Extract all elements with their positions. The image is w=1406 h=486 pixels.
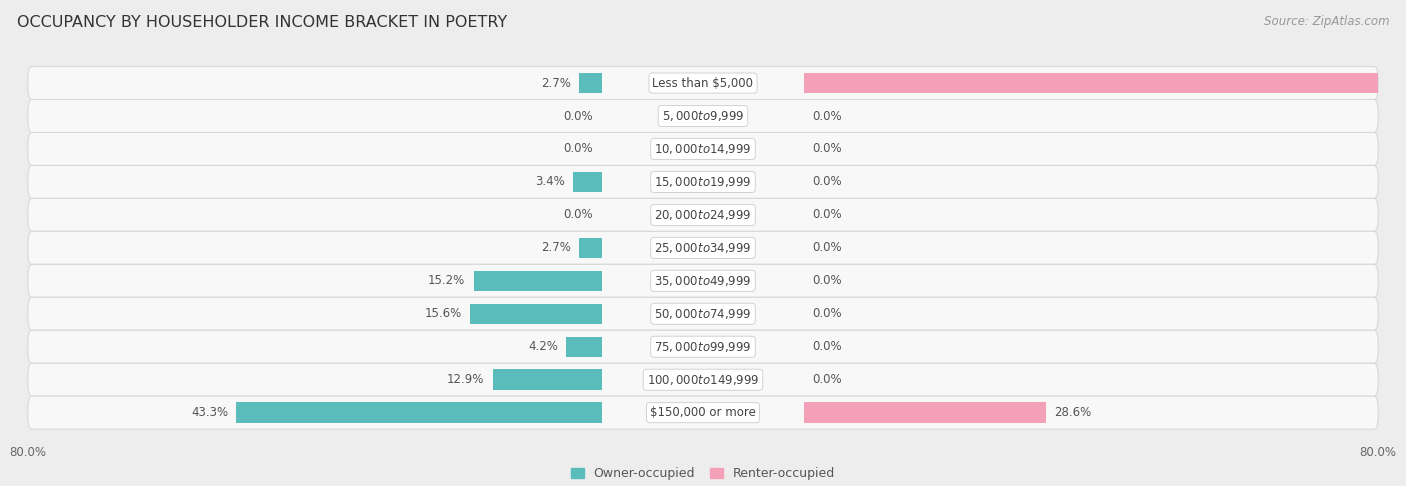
Text: 15.6%: 15.6% — [425, 307, 461, 320]
Bar — [470, 304, 602, 324]
Text: 0.0%: 0.0% — [813, 340, 842, 353]
Legend: Owner-occupied, Renter-occupied: Owner-occupied, Renter-occupied — [571, 468, 835, 481]
Text: 0.0%: 0.0% — [813, 175, 842, 189]
FancyBboxPatch shape — [28, 165, 1378, 198]
Text: 43.3%: 43.3% — [191, 406, 228, 419]
Bar — [474, 271, 602, 291]
Bar — [804, 73, 1406, 93]
Bar — [579, 73, 602, 93]
Bar — [804, 402, 1046, 423]
Text: 0.0%: 0.0% — [564, 142, 593, 156]
FancyBboxPatch shape — [28, 396, 1378, 429]
Text: $75,000 to $99,999: $75,000 to $99,999 — [654, 340, 752, 354]
FancyBboxPatch shape — [28, 297, 1378, 330]
Text: 0.0%: 0.0% — [813, 142, 842, 156]
Text: 12.9%: 12.9% — [447, 373, 485, 386]
Text: 15.2%: 15.2% — [427, 274, 465, 287]
Text: 0.0%: 0.0% — [813, 109, 842, 122]
Bar — [494, 369, 602, 390]
FancyBboxPatch shape — [28, 363, 1378, 396]
Text: Source: ZipAtlas.com: Source: ZipAtlas.com — [1264, 15, 1389, 28]
Text: OCCUPANCY BY HOUSEHOLDER INCOME BRACKET IN POETRY: OCCUPANCY BY HOUSEHOLDER INCOME BRACKET … — [17, 15, 508, 30]
FancyBboxPatch shape — [28, 67, 1378, 100]
Text: 0.0%: 0.0% — [813, 373, 842, 386]
FancyBboxPatch shape — [28, 231, 1378, 264]
Text: $35,000 to $49,999: $35,000 to $49,999 — [654, 274, 752, 288]
Text: 0.0%: 0.0% — [813, 307, 842, 320]
Text: $20,000 to $24,999: $20,000 to $24,999 — [654, 208, 752, 222]
Bar — [567, 336, 602, 357]
Text: 3.4%: 3.4% — [534, 175, 565, 189]
Text: $25,000 to $34,999: $25,000 to $34,999 — [654, 241, 752, 255]
Text: 0.0%: 0.0% — [813, 208, 842, 222]
Text: 2.7%: 2.7% — [541, 242, 571, 254]
FancyBboxPatch shape — [28, 100, 1378, 133]
Text: $100,000 to $149,999: $100,000 to $149,999 — [647, 373, 759, 387]
Text: 0.0%: 0.0% — [813, 242, 842, 254]
Text: 2.7%: 2.7% — [541, 76, 571, 89]
Text: $50,000 to $74,999: $50,000 to $74,999 — [654, 307, 752, 321]
Bar — [574, 172, 602, 192]
Text: $5,000 to $9,999: $5,000 to $9,999 — [662, 109, 744, 123]
Text: 0.0%: 0.0% — [564, 208, 593, 222]
Text: $150,000 or more: $150,000 or more — [650, 406, 756, 419]
FancyBboxPatch shape — [28, 198, 1378, 231]
FancyBboxPatch shape — [28, 264, 1378, 297]
Text: 4.2%: 4.2% — [529, 340, 558, 353]
Text: $10,000 to $14,999: $10,000 to $14,999 — [654, 142, 752, 156]
Bar — [236, 402, 602, 423]
Text: $15,000 to $19,999: $15,000 to $19,999 — [654, 175, 752, 189]
Bar — [579, 238, 602, 258]
Text: Less than $5,000: Less than $5,000 — [652, 76, 754, 89]
FancyBboxPatch shape — [28, 133, 1378, 165]
FancyBboxPatch shape — [28, 330, 1378, 363]
Text: 0.0%: 0.0% — [813, 274, 842, 287]
Text: 28.6%: 28.6% — [1054, 406, 1091, 419]
Text: 0.0%: 0.0% — [564, 109, 593, 122]
